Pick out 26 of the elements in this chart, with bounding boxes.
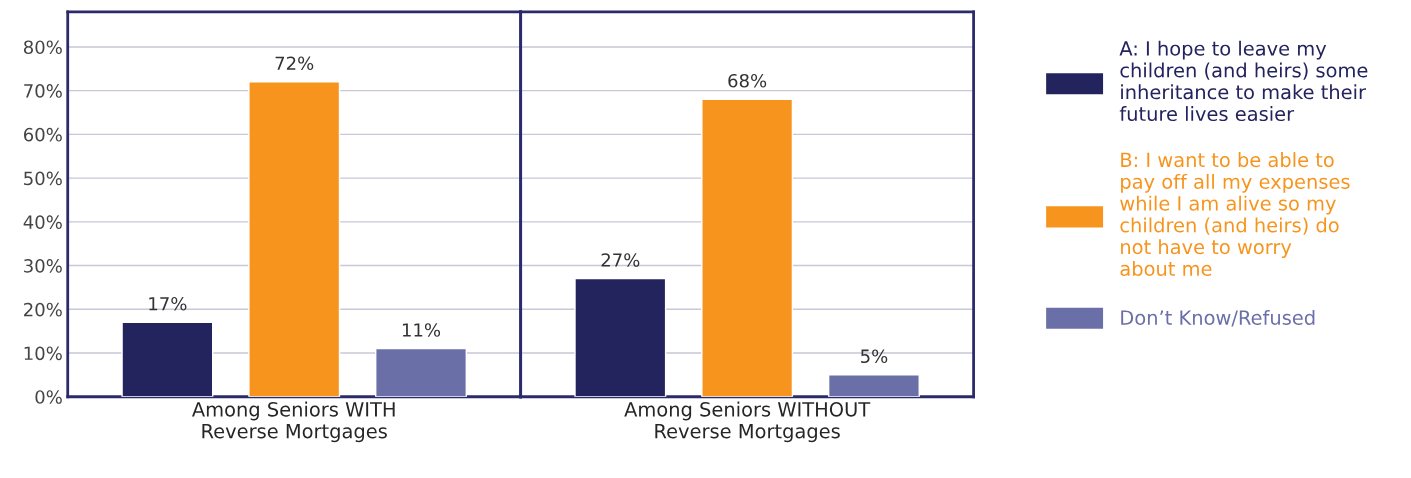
- y-tick-label: 0%: [35, 390, 62, 404]
- legend-label: B: I want to be able to pay off all my expenses while I am alive so my children (and heirs) do not have to worry about me: [1120, 152, 1350, 277]
- legend-label: Don’t Know/Refused: [1121, 309, 1315, 327]
- bar: [827, 374, 920, 397]
- y-tick-label: 30%: [24, 259, 62, 273]
- y-tick-label: 60%: [24, 127, 62, 142]
- data-label: 17%: [149, 296, 187, 311]
- y-tick-label: 50%: [24, 171, 62, 186]
- bar: [121, 321, 214, 397]
- data-label: 27%: [601, 253, 640, 267]
- data-label: 11%: [402, 323, 441, 337]
- bar: [574, 277, 667, 397]
- y-tick-label: 80%: [23, 40, 62, 55]
- bar: [701, 98, 794, 397]
- legend-label: A: I hope to leave my children (and heirs) some inheritance to make their future lives easier: [1119, 40, 1368, 122]
- y-tick-label: 20%: [24, 302, 62, 317]
- data-label: 72%: [275, 56, 314, 71]
- bar: [248, 81, 341, 397]
- data-label: 5%: [861, 349, 888, 364]
- x-tick-label: Among Seniors WITHOUT Reverse Mortgages: [624, 401, 871, 443]
- x-tick-label: Among Seniors WITH Reverse Mortgages: [192, 401, 395, 443]
- y-tick-label: 70%: [24, 84, 62, 98]
- y-tick-label: 40%: [23, 215, 62, 229]
- bar: [375, 347, 468, 397]
- y-tick-label: 10%: [24, 346, 62, 361]
- data-label: 68%: [728, 73, 767, 88]
